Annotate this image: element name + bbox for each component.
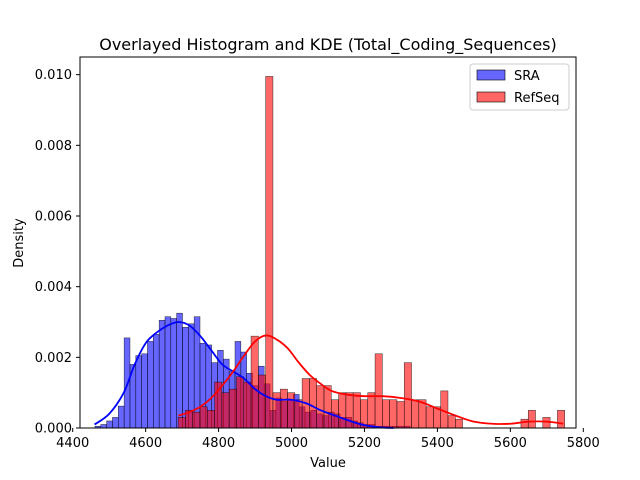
x-tick-label: 4800 xyxy=(202,436,235,451)
x-tick-label: 5200 xyxy=(348,436,381,451)
sra-bar xyxy=(106,420,113,429)
sra-bar xyxy=(112,417,119,429)
refseq-bar xyxy=(272,392,281,429)
refseq-bar xyxy=(207,410,215,429)
refseq-bar xyxy=(236,376,245,429)
refseq-bar xyxy=(221,392,230,429)
y-tick-label: 0.010 xyxy=(35,68,72,83)
axes-frame xyxy=(79,56,577,429)
refseq-bar xyxy=(316,385,325,429)
refseq-bar xyxy=(243,381,252,429)
y-tick-label: 0.004 xyxy=(35,280,72,295)
x-tick-label: 5000 xyxy=(275,436,308,451)
refseq-bar xyxy=(389,399,398,429)
refseq-bar xyxy=(228,388,237,429)
refseq-bar xyxy=(382,399,390,429)
refseq-bar xyxy=(396,401,405,429)
refseq-bar xyxy=(367,392,376,429)
refseq-bar xyxy=(338,392,347,429)
refseq-bar xyxy=(374,353,383,429)
sra-bar xyxy=(141,353,148,429)
plot-area xyxy=(94,76,565,429)
refseq-bar xyxy=(455,418,463,429)
sra-bar xyxy=(170,318,177,429)
y-tick-label: 0.006 xyxy=(35,210,72,225)
refseq-bar xyxy=(294,399,303,429)
x-tick-label: 5800 xyxy=(567,436,600,451)
refseq-bars xyxy=(177,76,565,429)
refseq-bar xyxy=(411,399,420,429)
y-tick-label: 0.002 xyxy=(35,351,72,366)
refseq-bar xyxy=(520,418,529,429)
sra-bar xyxy=(100,424,107,429)
refseq-bar xyxy=(309,378,317,429)
y-axis-label: Density xyxy=(12,218,27,268)
refseq-bar xyxy=(177,417,186,429)
refseq-bar xyxy=(279,388,288,429)
sra-bar xyxy=(176,312,183,429)
x-axis-label: Value xyxy=(310,456,346,471)
y-tick-label: 0.008 xyxy=(35,139,72,154)
y-tick-label: 0.000 xyxy=(35,422,72,437)
refseq-bar xyxy=(557,410,565,429)
refseq-kde-line xyxy=(178,334,564,425)
legend-label-sra: SRA xyxy=(514,69,540,84)
refseq-bar xyxy=(527,410,536,429)
legend-swatch-sra xyxy=(476,69,506,81)
refseq-bar xyxy=(345,392,354,429)
x-tick-label: 5600 xyxy=(494,436,527,451)
x-tick-label: 4600 xyxy=(129,436,162,451)
refseq-bar xyxy=(403,362,412,429)
legend-swatch-refseq xyxy=(476,91,506,103)
refseq-bar xyxy=(199,406,208,429)
x-tick-label: 5400 xyxy=(421,436,454,451)
x-axis: 4400 4600 4800 5000 5200 5400 5600 5800 xyxy=(56,428,600,451)
chart-title: Overlayed Histogram and KDE (Total_Codin… xyxy=(99,35,557,55)
x-tick-label: 4400 xyxy=(56,436,89,451)
refseq-bar xyxy=(214,381,223,429)
sra-bar xyxy=(135,355,142,429)
refseq-bar xyxy=(258,374,266,429)
sra-bar xyxy=(147,341,154,429)
legend-label-refseq: RefSeq xyxy=(514,91,560,106)
refseq-bar xyxy=(447,415,456,429)
refseq-bar xyxy=(425,406,434,429)
refseq-bar xyxy=(287,392,296,429)
sra-bar xyxy=(164,316,172,429)
sra-bar xyxy=(118,405,125,429)
refseq-bar xyxy=(265,76,274,429)
sra-bar xyxy=(153,334,160,429)
legend: SRA RefSeq xyxy=(469,63,570,111)
y-axis: 0.000 0.002 0.004 0.006 0.008 0.010 xyxy=(35,68,80,437)
refseq-bar xyxy=(250,335,259,429)
refseq-bar xyxy=(323,385,332,429)
refseq-bar xyxy=(192,411,201,429)
sra-bar xyxy=(158,319,166,429)
